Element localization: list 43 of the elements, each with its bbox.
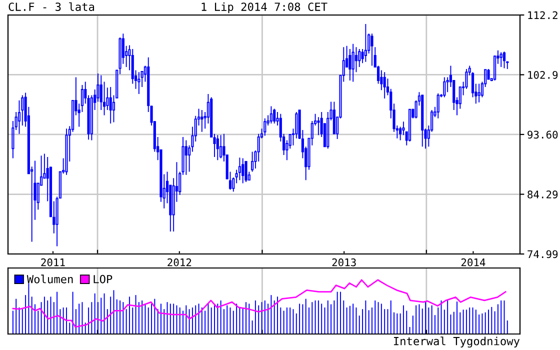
candlestick — [100, 74, 102, 111]
candlestick — [358, 48, 361, 68]
chart-subtitle: 1 Lip 2014 7:08 CET — [202, 2, 328, 14]
candlestick — [421, 94, 424, 148]
candlestick — [138, 72, 140, 94]
candlestick — [184, 140, 188, 176]
candlestick — [270, 106, 272, 124]
candlestick — [364, 24, 367, 62]
text: Interwal Tygodniowy — [394, 336, 520, 348]
candlestick — [65, 128, 68, 176]
legend-label: Wolumen — [26, 274, 73, 284]
candlestick — [502, 51, 506, 69]
candlestick — [408, 108, 412, 142]
y-tick-label: 84.29 — [528, 190, 558, 198]
candlestick — [443, 76, 446, 98]
candlestick — [383, 72, 386, 99]
y-tick-label: 74.99 — [528, 250, 558, 258]
candlestick — [264, 118, 266, 136]
candlestick — [109, 86, 112, 124]
y-tick-label: 93.60 — [528, 130, 558, 139]
x-tick-label: 2011 — [41, 258, 65, 266]
chart-title: CL.F - 3 lata — [8, 2, 94, 11]
candlestick — [200, 110, 204, 132]
candlestick — [273, 108, 276, 124]
y-tick-label: 102.9 — [528, 70, 558, 79]
candlestick — [352, 43, 354, 82]
candlestick — [244, 160, 248, 182]
x-tick-label: 2014 — [461, 258, 486, 266]
candlestick — [238, 157, 241, 181]
candlestick — [242, 158, 244, 184]
legend-label: LOP — [94, 274, 112, 284]
x-tick-label: 2013 — [332, 258, 356, 266]
candlestick — [370, 33, 374, 66]
candlestick — [216, 134, 219, 161]
candlestick — [220, 134, 222, 159]
candlestick — [251, 151, 254, 172]
candlestick — [500, 52, 502, 68]
candlestick — [18, 100, 21, 134]
y-tick-label: 112.2 — [528, 11, 558, 19]
candlestick — [494, 54, 496, 81]
candlestick — [436, 92, 440, 119]
x-tick-label: 2012 — [168, 258, 192, 266]
candlestick — [478, 83, 480, 103]
